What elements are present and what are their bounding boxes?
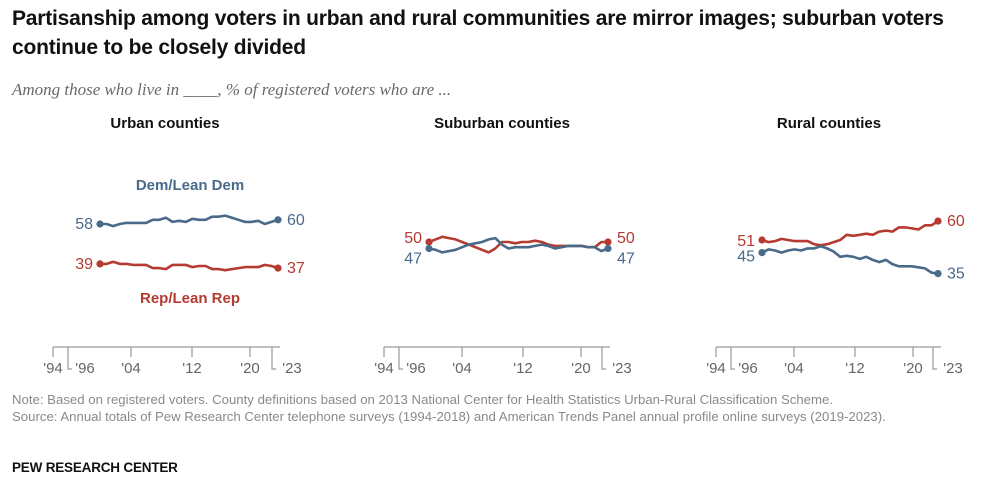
end-value-label: 60 [287,212,305,229]
end-point-marker [274,264,282,272]
legend-dem-label: Dem/Lean Dem [136,177,244,194]
x-tick-label: '20 [903,360,923,377]
x-tick-label: '04 [452,360,472,377]
start-value-label: 47 [404,251,422,268]
end-point-marker [934,270,942,278]
x-tick-bracket [601,347,606,370]
x-tick-label: '96 [75,360,95,377]
start-point-marker [425,238,433,246]
start-value-label: 58 [75,216,93,233]
brand-logo-text: PEW RESEARCH CENTER [12,460,178,475]
end-value-label: 37 [287,260,305,277]
start-point-marker [96,260,104,268]
start-value-label: 45 [737,249,755,266]
rep-series-line [98,260,280,272]
x-tick-label: '96 [406,360,426,377]
x-tick-label: '23 [282,360,302,377]
x-tick-bracket [271,347,276,370]
end-point-marker [604,238,612,246]
rep-series-line [760,219,940,247]
end-value-label: 60 [947,213,965,230]
end-point-marker [604,244,612,253]
note-line: Note: Based on registered voters. County… [12,392,833,407]
x-tick-label: '12 [845,360,865,377]
start-point-marker [758,236,766,244]
start-value-label: 51 [737,233,755,250]
chart-title: Partisanship among voters in urban and r… [12,7,944,59]
dem-series-line [427,236,610,254]
x-tick-label: '04 [121,360,141,377]
x-tick-label: '23 [943,360,963,377]
x-tick-bracket [730,347,735,370]
panel-title-suburban: Suburban counties [434,115,570,132]
end-value-label: 35 [947,266,965,283]
start-value-label: 39 [75,256,93,273]
x-tick-label: '20 [240,360,260,377]
end-point-marker [934,217,942,225]
x-tick-label: '96 [738,360,758,377]
x-tick-bracket [932,347,937,370]
x-tick-bracket [398,347,403,370]
start-point-marker [758,249,766,257]
source-line: Source: Annual totals of Pew Research Ce… [12,409,886,425]
x-tick-label: '94 [43,360,63,377]
x-tick-label: '23 [612,360,632,377]
dem-series-line [760,245,940,275]
charts-area: '94 '96 '04 '12 '20 '23 58 60 39 37 Dem/Lean Dem Re… [43,177,965,377]
start-value-label: 50 [404,230,422,247]
x-tick-label: '12 [513,360,533,377]
end-point-marker [274,216,282,224]
end-value-label: 47 [617,251,635,268]
x-tick-bracket [67,347,72,370]
start-point-marker [96,220,104,228]
start-point-marker [425,244,433,253]
dem-series-line [98,214,280,228]
note-text: Note: Based on registered voters. County… [12,391,992,425]
x-tick-label: '20 [571,360,591,377]
panel-title-urban: Urban counties [110,115,220,132]
x-tick-label: '94 [706,360,726,377]
x-tick-label: '12 [182,360,202,377]
end-value-label: 50 [617,230,635,247]
x-tick-label: '04 [784,360,804,377]
panel-title-rural: Rural counties [776,115,882,132]
x-tick-label: '94 [374,360,394,377]
chart-subtitle: Among those who live in ____, % of regis… [12,80,452,99]
legend-rep-label: Rep/Lean Rep [140,290,240,307]
